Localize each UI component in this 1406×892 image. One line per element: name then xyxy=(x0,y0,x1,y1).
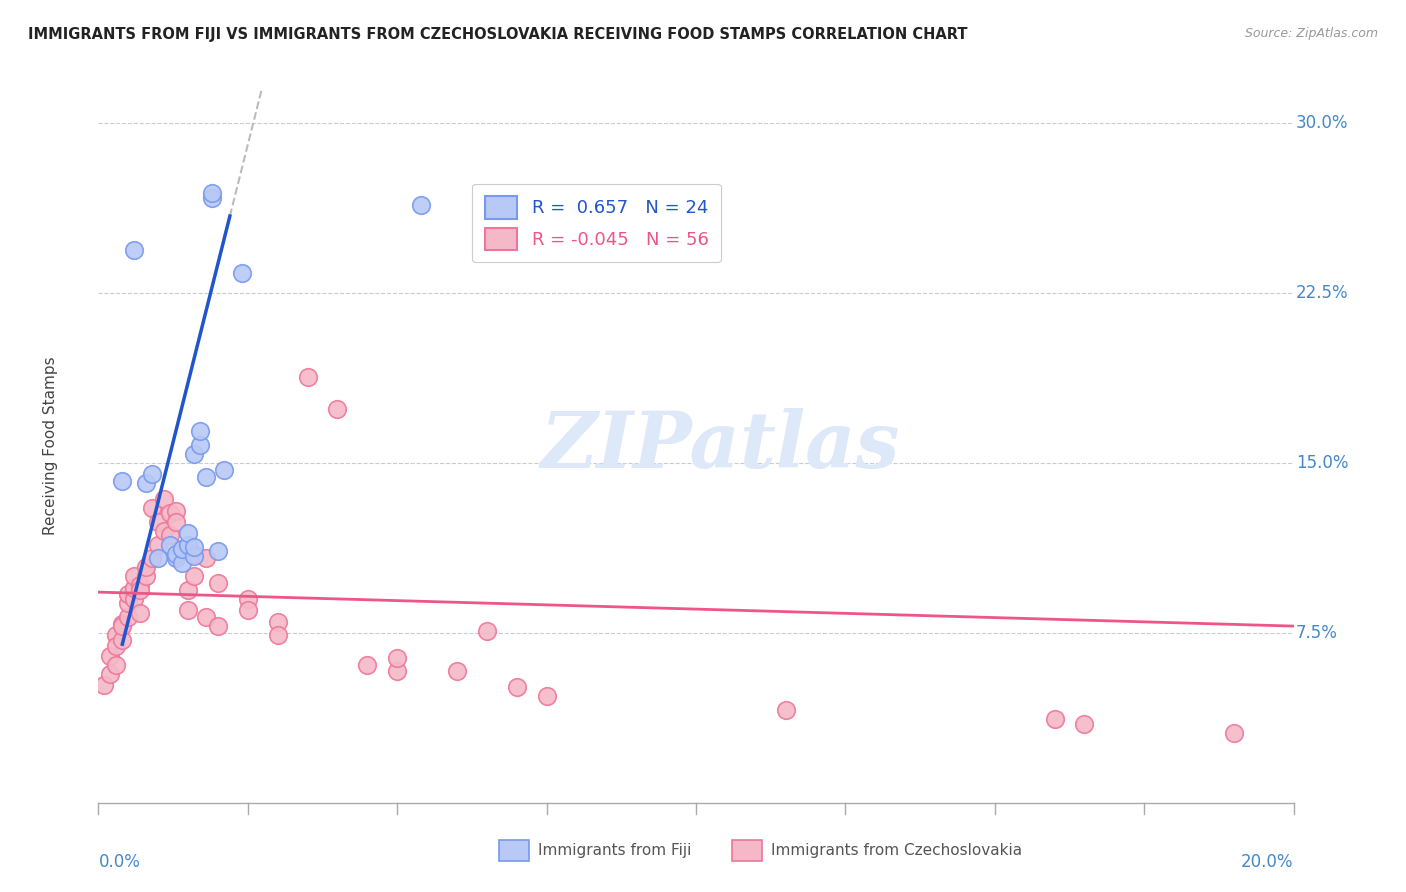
Point xyxy=(207,619,229,633)
Point xyxy=(385,665,409,679)
Bar xyxy=(733,840,762,862)
Point xyxy=(165,515,187,529)
Bar xyxy=(499,840,529,862)
Point xyxy=(775,703,797,717)
Point xyxy=(159,537,181,551)
Point xyxy=(183,569,205,583)
Point xyxy=(135,569,157,583)
Point xyxy=(105,657,128,672)
Point xyxy=(111,632,134,647)
Point xyxy=(172,556,194,570)
Text: Immigrants from Czechoslovakia: Immigrants from Czechoslovakia xyxy=(772,843,1022,858)
Point xyxy=(111,616,134,631)
Point xyxy=(475,624,498,638)
Point xyxy=(207,576,229,591)
Point xyxy=(177,526,200,541)
Point xyxy=(111,619,134,633)
Point xyxy=(236,591,259,606)
Point xyxy=(129,578,152,592)
Point xyxy=(212,463,235,477)
Point xyxy=(188,438,211,452)
Point xyxy=(207,544,229,558)
Legend: R =  0.657   N = 24, R = -0.045   N = 56: R = 0.657 N = 24, R = -0.045 N = 56 xyxy=(472,184,721,262)
Point xyxy=(117,587,139,601)
Point xyxy=(165,551,187,566)
Point xyxy=(124,243,146,257)
Point xyxy=(236,603,259,617)
Point xyxy=(536,690,558,704)
Point xyxy=(183,547,205,561)
Point xyxy=(356,657,378,672)
Point xyxy=(267,628,290,642)
Text: 15.0%: 15.0% xyxy=(1296,454,1348,472)
Point xyxy=(117,610,139,624)
Text: 7.5%: 7.5% xyxy=(1296,624,1337,642)
Point xyxy=(129,606,152,620)
Point xyxy=(141,501,163,516)
Point xyxy=(194,551,218,566)
Point xyxy=(148,551,170,566)
Text: 30.0%: 30.0% xyxy=(1296,114,1348,132)
Point xyxy=(194,469,218,483)
Text: ZIPatlas: ZIPatlas xyxy=(540,408,900,484)
Point xyxy=(172,542,194,557)
Text: Receiving Food Stamps: Receiving Food Stamps xyxy=(44,357,58,535)
Point xyxy=(385,650,409,665)
Point xyxy=(153,492,176,507)
Point xyxy=(141,551,163,566)
Point xyxy=(1073,716,1095,731)
Point xyxy=(141,467,163,482)
Point xyxy=(124,569,146,583)
Point xyxy=(188,424,211,438)
Point xyxy=(194,610,218,624)
Point xyxy=(177,603,200,617)
Point xyxy=(135,560,157,574)
Point xyxy=(297,370,319,384)
Point xyxy=(506,680,529,694)
Point xyxy=(177,582,200,597)
Text: 20.0%: 20.0% xyxy=(1241,853,1294,871)
Point xyxy=(165,547,187,561)
Point xyxy=(124,581,146,595)
Point xyxy=(159,528,181,542)
Text: 0.0%: 0.0% xyxy=(98,853,141,871)
Point xyxy=(129,582,152,597)
Point xyxy=(201,186,224,201)
Text: 22.5%: 22.5% xyxy=(1296,284,1348,302)
Text: IMMIGRANTS FROM FIJI VS IMMIGRANTS FROM CZECHOSLOVAKIA RECEIVING FOOD STAMPS COR: IMMIGRANTS FROM FIJI VS IMMIGRANTS FROM … xyxy=(28,27,967,42)
Point xyxy=(267,615,290,629)
Point xyxy=(124,591,146,606)
Point xyxy=(105,628,128,642)
Point xyxy=(98,666,122,681)
Point xyxy=(1223,725,1246,739)
Point xyxy=(201,191,224,205)
Point xyxy=(183,540,205,554)
Point xyxy=(183,447,205,461)
Point xyxy=(135,476,157,491)
Text: Source: ZipAtlas.com: Source: ZipAtlas.com xyxy=(1244,27,1378,40)
Point xyxy=(183,549,205,563)
Point xyxy=(153,524,176,538)
Text: Immigrants from Fiji: Immigrants from Fiji xyxy=(538,843,692,858)
Point xyxy=(326,401,349,416)
Point xyxy=(165,503,187,517)
Point xyxy=(148,537,170,551)
Point xyxy=(105,640,128,654)
Point xyxy=(231,266,253,280)
Point xyxy=(93,678,115,692)
Point xyxy=(446,665,468,679)
Point xyxy=(1043,712,1066,726)
Point xyxy=(111,474,134,488)
Point xyxy=(159,506,181,520)
Point xyxy=(98,648,122,663)
Point xyxy=(148,515,170,529)
Point xyxy=(172,542,194,557)
Point xyxy=(117,597,139,611)
Point xyxy=(177,537,200,551)
Point xyxy=(411,198,433,212)
